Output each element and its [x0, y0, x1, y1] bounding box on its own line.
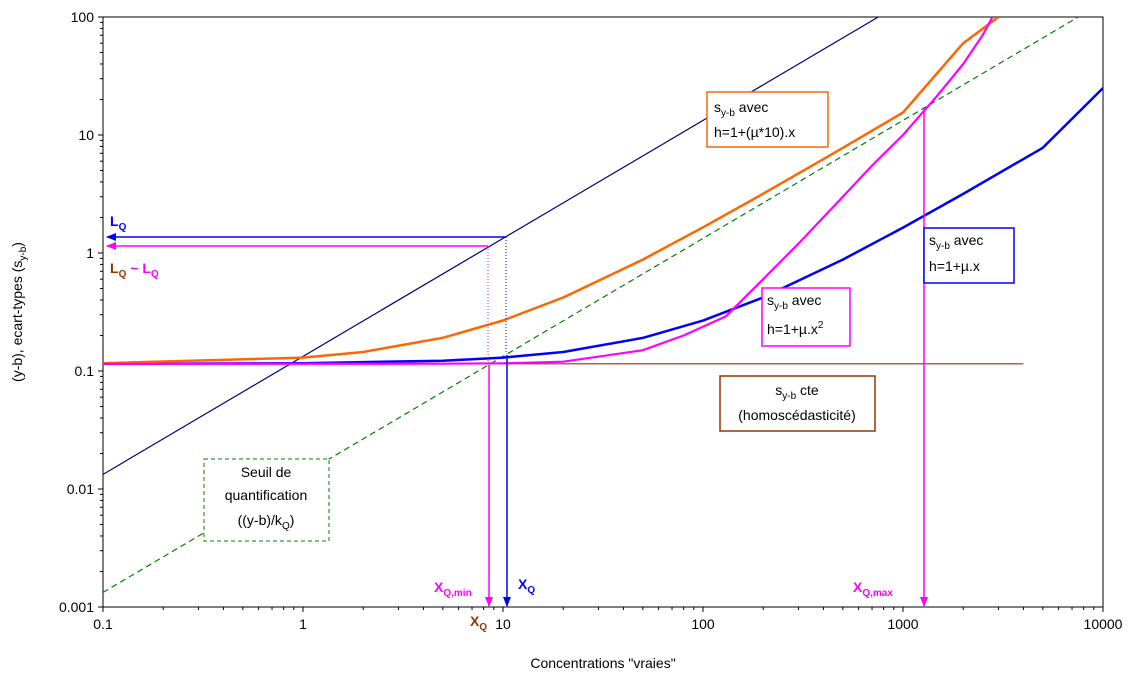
box-orange-line1: sy-b avec — [714, 99, 768, 119]
x-tick-label: 1 — [299, 616, 307, 632]
series-layer — [103, 17, 1103, 593]
x-tick-label: 10 — [495, 616, 511, 632]
x-axis-title: Concentrations "vraies" — [530, 655, 675, 671]
y-tick-label: 0.01 — [67, 481, 94, 497]
box-orange-line2: h=1+(µ*10).x — [714, 124, 795, 140]
annotation-xq-max: XQ,max — [853, 579, 893, 599]
y-ticks: 0.001 0.01 0.1 1 10 100 — [59, 9, 103, 615]
annotation-lq: LQ — [110, 213, 127, 233]
y-axis-title-sub: y-b — [18, 246, 29, 260]
box-green-line1: Seuil de — [241, 464, 292, 480]
box-green-line3: ((y-b)/kQ) — [238, 512, 295, 532]
box-brown-line1: sy-b cte — [775, 382, 819, 402]
x-tick-label: 100 — [691, 616, 715, 632]
annotation-xq-min: XQ,min — [434, 579, 472, 599]
annotation-lq-approx: LQ ~ LQ — [110, 260, 159, 280]
box-green: Seuil de quantification ((y-b)/kQ) — [203, 458, 330, 542]
annotation-xq: XQ — [518, 576, 535, 596]
plot-area — [102, 16, 1104, 608]
box-brown-frame — [719, 375, 876, 432]
box-blue-line1: sy-b avec — [929, 232, 983, 252]
axes — [102, 16, 1104, 608]
series-line-quad — [103, 17, 994, 365]
annotation-xq-brown: XQ — [470, 613, 487, 633]
x-tick-label: 1000 — [887, 616, 918, 632]
series-line-lin — [103, 87, 1103, 366]
y-axis-title-main: (y-b), ecart-types (s — [9, 261, 25, 382]
x-tick-label: 10000 — [1084, 616, 1123, 632]
y-tick-label: 1 — [86, 245, 94, 261]
arrows — [106, 107, 928, 607]
x-tick-label: 0.1 — [93, 616, 113, 632]
y-axis-title-end: ) — [9, 242, 25, 247]
box-brown-line2: (homoscédasticité) — [738, 407, 856, 423]
box-brown: sy-b cte (homoscédasticité) — [719, 375, 876, 432]
box-magenta-line2: h=1+µ.x2 — [767, 320, 824, 337]
box-blue-line2: h=1+µ.x — [929, 258, 980, 274]
x-ticks: 0.1 1 10 100 1000 10000 — [93, 607, 1123, 632]
series-line-yb — [103, 17, 880, 475]
box-orange: sy-b avec h=1+(µ*10).x — [706, 91, 829, 148]
box-orange-frame — [706, 91, 829, 148]
box-blue: sy-b avec h=1+µ.x — [923, 227, 1015, 284]
y-tick-label: 100 — [71, 9, 95, 25]
box-magenta-frame — [761, 287, 851, 347]
annotations: LQ LQ ~ LQ XQ XQ,min XQ XQ,max — [110, 213, 893, 633]
y-tick-label: 0.001 — [59, 599, 94, 615]
y-axis-title: (y-b), ecart-types (sy-b) — [9, 242, 29, 382]
box-blue-frame — [923, 227, 1015, 284]
helper-lines — [487, 237, 507, 365]
box-green-frame — [203, 458, 330, 542]
box-green-line2: quantification — [225, 487, 308, 503]
y-tick-label: 10 — [78, 127, 94, 143]
y-tick-label: 0.1 — [75, 363, 95, 379]
box-magenta-line1: sy-b avec — [767, 292, 821, 312]
box-magenta: sy-b avec h=1+µ.x2 — [761, 287, 851, 347]
series-line-mu10 — [103, 17, 1000, 365]
